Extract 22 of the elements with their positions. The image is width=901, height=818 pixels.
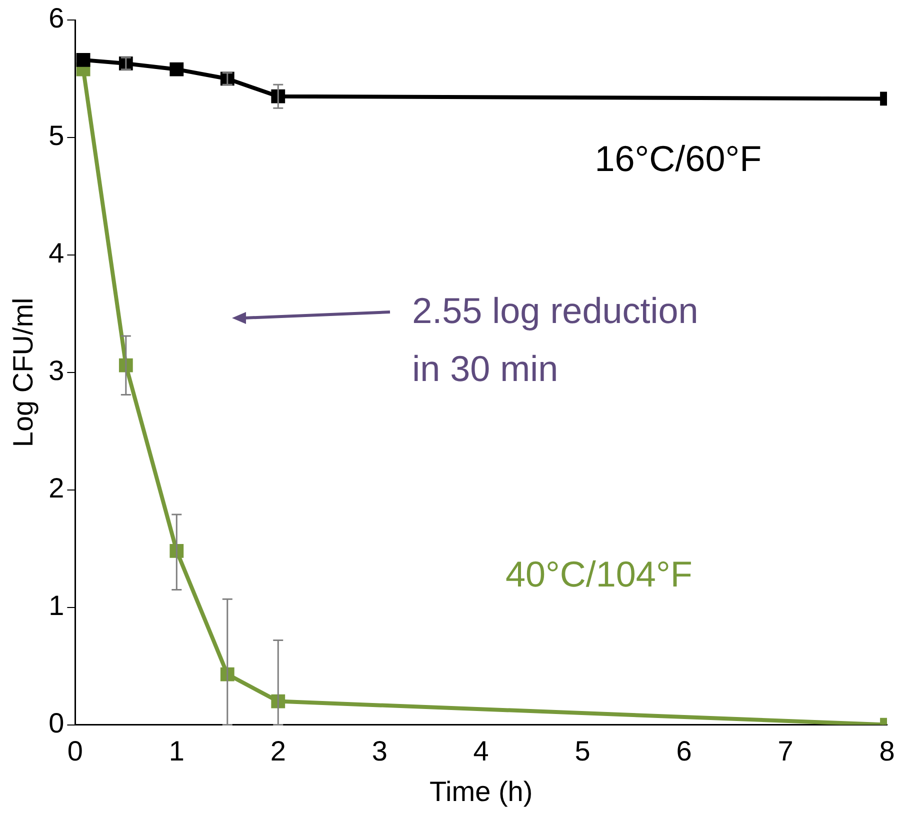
x-tick-label: 4 bbox=[473, 735, 489, 766]
y-tick-label: 6 bbox=[48, 2, 64, 34]
y-tick-label: 3 bbox=[48, 355, 64, 386]
point bbox=[170, 62, 184, 76]
y-tick-label: 4 bbox=[48, 238, 64, 269]
text: 40°C/104°F bbox=[505, 554, 692, 595]
y-tick-label: 1 bbox=[48, 590, 64, 622]
series-label: 16°C/60°F bbox=[594, 138, 762, 179]
x-tick-label: 8 bbox=[879, 735, 895, 766]
x-axis-title: Time (h) bbox=[429, 776, 533, 807]
y-tick-label: 5 bbox=[48, 120, 64, 152]
x-tick-label: 3 bbox=[372, 735, 388, 766]
point bbox=[76, 52, 90, 67]
y-tick-label: 0 bbox=[48, 708, 64, 739]
annotation: 2.55 log reduction in 30 min bbox=[412, 290, 698, 390]
y-axis-title: Log CFU/ml bbox=[8, 298, 39, 448]
x-tick-label: 5 bbox=[574, 735, 590, 766]
y-tick-label: 2 bbox=[48, 472, 64, 504]
x-tick-label: 2 bbox=[270, 735, 286, 766]
x-tick-label: 6 bbox=[676, 735, 692, 766]
x-tick-label: 7 bbox=[778, 735, 794, 766]
x-tick-label: 1 bbox=[168, 735, 184, 766]
